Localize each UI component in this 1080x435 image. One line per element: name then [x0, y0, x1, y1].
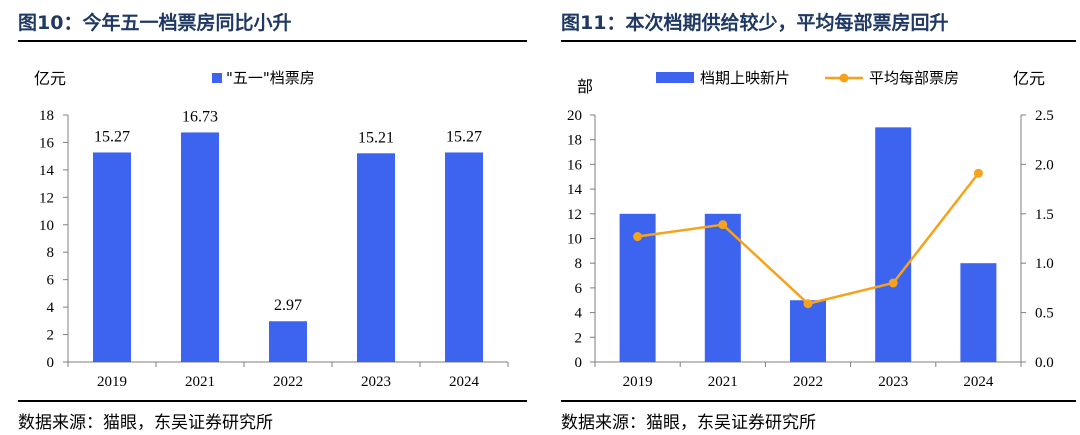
y-tick-label: 6 — [47, 273, 55, 289]
line-point — [718, 220, 728, 230]
legend-swatch-bar — [656, 72, 694, 83]
legend-label: "五一"档票房 — [226, 69, 315, 87]
y-right-tick-label: 0.0 — [1035, 355, 1054, 371]
y-right-tick-label: 2.5 — [1035, 108, 1054, 124]
title-rule — [561, 40, 1076, 42]
data-label: 16.73 — [182, 108, 218, 125]
y-right-tick-label: 2.0 — [1035, 157, 1054, 173]
source-rule — [18, 400, 527, 402]
x-tick-label: 2022 — [273, 374, 303, 390]
x-tick-label: 2023 — [361, 374, 391, 390]
y-tick-label: 20 — [567, 108, 582, 124]
bar — [93, 152, 131, 362]
data-label: 15.27 — [94, 128, 130, 145]
x-tick-label: 2019 — [97, 374, 127, 390]
data-label: 2.97 — [274, 297, 302, 314]
bar — [875, 127, 912, 362]
y-axis-unit-label: 部 — [577, 77, 593, 96]
y-axis-unit-label: 亿元 — [34, 69, 66, 88]
y-right-axis-unit-label: 亿元 — [1013, 69, 1045, 88]
y-right-tick-label: 0.5 — [1035, 306, 1054, 322]
figure-11: 图11：本次档期供给较少，平均每部票房回升 0 2 4 6 8 10 12 14 16 18 20 0… — [549, 0, 1080, 435]
y-tick-label: 12 — [39, 190, 54, 206]
x-tick-label: 2019 — [623, 374, 653, 390]
bar — [269, 321, 307, 362]
y-tick-label: 2 — [47, 328, 55, 344]
source-rule — [561, 400, 1076, 402]
figure-10: 图10：今年五一档票房同比小升 0 2 4 6 8 10 12 14 16 18 15.27 2019… — [0, 0, 531, 435]
data-label: 15.21 — [358, 129, 394, 146]
y-tick-label: 16 — [567, 157, 583, 173]
y-tick-label: 4 — [47, 300, 55, 316]
y-tick-label: 14 — [39, 163, 55, 179]
y-tick-label: 16 — [39, 135, 55, 151]
figure-title: 图10：今年五一档票房同比小升 — [18, 12, 292, 34]
legend-label-line: 平均每部票房 — [869, 69, 959, 87]
films-and-average-box-office-combo-chart: 0 2 4 6 8 10 12 14 16 18 20 0.0 0.5 1.0 1.5 2.0 2.5 2019 2… — [567, 69, 1054, 390]
title-rule — [18, 40, 527, 42]
y-tick-label: 10 — [39, 218, 54, 234]
y-tick-label: 2 — [575, 330, 583, 346]
y-tick-label: 14 — [567, 182, 583, 198]
source-note: 数据来源：猫眼，东吴证券研究所 — [561, 413, 816, 433]
x-tick-label: 2024 — [963, 374, 994, 390]
data-label: 15.27 — [446, 128, 482, 145]
bar — [181, 132, 219, 362]
line-point — [888, 278, 898, 288]
y-tick-label: 10 — [567, 232, 582, 248]
y-tick-label: 4 — [575, 306, 583, 322]
line-point — [803, 299, 813, 309]
box-office-bar-chart: 0 2 4 6 8 10 12 14 16 18 15.27 2019 16.73 2021 2.97 202… — [34, 69, 509, 390]
line-point — [633, 232, 643, 242]
legend-label-bar: 档期上映新片 — [700, 69, 790, 87]
y-right-tick-label: 1.5 — [1035, 207, 1054, 223]
legend-swatch-marker — [839, 73, 849, 83]
y-right-tick-label: 1.0 — [1035, 256, 1054, 272]
x-tick-label: 2021 — [708, 374, 738, 390]
source-note: 数据来源：猫眼，东吴证券研究所 — [18, 413, 273, 433]
y-tick-label: 8 — [575, 256, 583, 272]
line-point — [973, 168, 983, 178]
y-tick-label: 18 — [567, 133, 582, 149]
figure-title: 图11：本次档期供给较少，平均每部票房回升 — [561, 12, 949, 34]
bar — [960, 263, 997, 362]
x-tick-label: 2023 — [878, 374, 908, 390]
y-tick-label: 18 — [39, 108, 54, 124]
y-tick-label: 8 — [47, 245, 55, 261]
y-tick-label: 12 — [567, 207, 582, 223]
y-tick-label: 0 — [47, 355, 55, 371]
x-tick-label: 2024 — [449, 374, 480, 390]
legend-swatch — [212, 73, 222, 83]
y-tick-label: 0 — [575, 355, 583, 371]
x-tick-label: 2022 — [793, 374, 823, 390]
bar — [704, 213, 741, 362]
average-box-office-line — [637, 172, 980, 306]
y-tick-label: 6 — [575, 281, 583, 297]
x-tick-label: 2021 — [185, 374, 215, 390]
bar — [445, 152, 483, 362]
bar — [790, 300, 826, 362]
bar — [357, 153, 395, 362]
